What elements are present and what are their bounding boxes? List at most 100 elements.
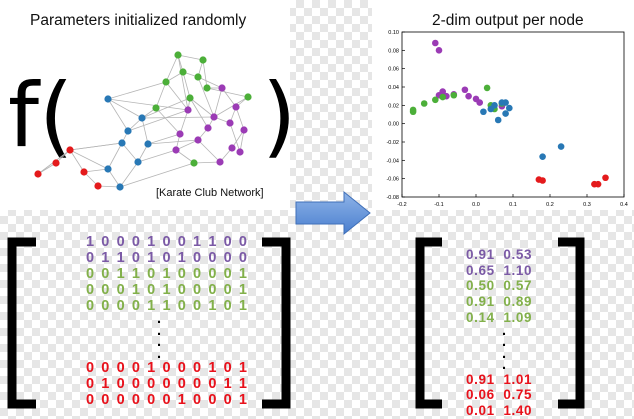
graph-title: Parameters initialized randomly xyxy=(30,12,247,29)
matrix-row: 0.01 1.40 xyxy=(466,402,533,418)
network-edge xyxy=(155,107,181,135)
scatter-point xyxy=(506,104,513,112)
karate-club-network xyxy=(34,51,252,191)
function-open-paren: f( xyxy=(8,64,74,167)
scatter-point xyxy=(557,143,565,150)
network-node xyxy=(186,94,194,102)
ellipsis-dot: . xyxy=(156,311,162,327)
network-node xyxy=(162,78,170,86)
network-edge xyxy=(175,139,199,151)
network-node xyxy=(179,68,187,76)
x-tick-label: 0.4 xyxy=(620,202,628,208)
scatter-point xyxy=(476,99,483,106)
network-edge xyxy=(107,142,123,170)
network-edge xyxy=(213,87,223,118)
network-edge xyxy=(137,149,177,163)
network-node xyxy=(210,113,218,121)
scatter-point xyxy=(491,102,498,109)
plot-frame xyxy=(401,31,625,198)
network-nodes xyxy=(34,51,252,191)
matrix-row: 0 0 0 1 0 1 0 0 0 0 1 xyxy=(86,282,249,298)
network-node xyxy=(199,56,207,64)
network-node xyxy=(218,84,226,92)
network-edge xyxy=(141,97,191,119)
network-edge xyxy=(119,162,195,188)
y-tick-label: 0.06 xyxy=(388,67,399,73)
matrix-row: 0 1 1 0 1 0 1 0 0 0 0 xyxy=(86,250,249,266)
x-tick-label: -0.1 xyxy=(434,202,443,208)
network-node xyxy=(138,114,146,122)
y-tick-label: -0.06 xyxy=(386,177,399,183)
scatter-point xyxy=(483,84,491,92)
x-tick-label: -0.2 xyxy=(397,202,406,208)
network-edge xyxy=(231,129,245,149)
network-node xyxy=(244,93,252,101)
embedding-matrix: 0.91 0.53 0.65 1.10 0.50 0.57 0.91 0.89 … xyxy=(466,247,542,419)
network-node xyxy=(152,104,160,112)
right-arrow-icon xyxy=(295,190,371,236)
y-tick-label: 0.10 xyxy=(388,30,399,36)
network-node xyxy=(190,159,198,167)
matrix-row: 0 1 0 0 0 0 0 0 0 1 1 xyxy=(86,376,249,392)
network-node xyxy=(116,183,124,191)
scatter-point xyxy=(539,153,546,160)
network-edge xyxy=(239,129,245,153)
network-edge xyxy=(127,109,189,132)
network-node xyxy=(34,170,42,178)
binary-matrix-brackets xyxy=(7,237,291,409)
network-edge xyxy=(69,149,85,173)
network-edge xyxy=(197,76,215,118)
network-edge xyxy=(229,122,241,153)
network-edge xyxy=(182,71,191,99)
network-node xyxy=(216,158,224,166)
network-node xyxy=(66,146,74,154)
ellipsis-dot: . xyxy=(156,345,162,362)
network-edge xyxy=(141,116,215,119)
network-edge xyxy=(107,168,121,188)
matrix-row: 0 0 1 1 0 1 0 0 0 0 1 xyxy=(86,266,249,282)
network-node xyxy=(184,106,192,114)
network-edge xyxy=(189,97,215,118)
network-edge xyxy=(119,161,139,188)
x-tick-label: 0.3 xyxy=(583,202,591,208)
network-edge xyxy=(83,168,109,173)
y-tick-label: -0.08 xyxy=(386,195,399,201)
right-bracket xyxy=(558,237,585,409)
matrix-row: 0.91 1.01 xyxy=(466,371,533,387)
ellipsis-dot: . xyxy=(156,322,162,339)
network-edge xyxy=(107,98,143,119)
matrix-row: 0.06 0.75 xyxy=(466,387,533,403)
network-edge xyxy=(193,161,221,164)
network-edge xyxy=(107,98,189,111)
network-node xyxy=(236,148,244,156)
left-bracket xyxy=(415,237,442,409)
network-node xyxy=(176,130,184,138)
network-node xyxy=(240,126,248,134)
embedding-matrix-brackets xyxy=(415,237,585,409)
scatter-point xyxy=(439,88,446,95)
network-edge xyxy=(107,98,129,132)
network-node xyxy=(124,127,132,135)
network-edge xyxy=(221,87,237,108)
ellipsis-dot: . xyxy=(501,322,507,339)
matrix-row: 0.91 0.53 xyxy=(466,247,533,262)
network-edge xyxy=(165,81,189,111)
network-node xyxy=(104,95,112,103)
scatter-point xyxy=(480,108,487,116)
ellipsis-dot: . xyxy=(501,334,507,351)
y-tick-label: 0.02 xyxy=(388,103,399,109)
network-edge xyxy=(175,149,195,164)
network-edge xyxy=(141,117,149,145)
network-node xyxy=(80,168,88,176)
matrix-row: 0.50 0.57 xyxy=(466,278,533,294)
network-node xyxy=(203,84,211,92)
scatter-plot: -0.2 -0.1 0.0 0.1 0.2 0.3 0.4 0.10 0.08 0.06 0.04 0… xyxy=(386,30,628,208)
scatter-point xyxy=(432,39,439,47)
scatter-point xyxy=(439,93,446,101)
network-node xyxy=(144,140,152,148)
x-tick-label: 0.1 xyxy=(509,202,517,208)
matrix-row: 0 0 0 0 0 0 1 0 0 0 1 xyxy=(86,392,249,408)
scatter-point xyxy=(465,92,472,100)
network-node xyxy=(194,73,202,81)
network-node xyxy=(94,182,102,190)
